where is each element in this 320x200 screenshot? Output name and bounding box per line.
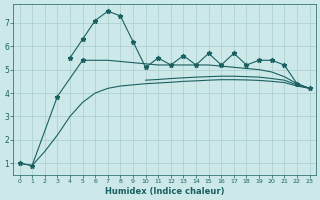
- X-axis label: Humidex (Indice chaleur): Humidex (Indice chaleur): [105, 187, 224, 196]
